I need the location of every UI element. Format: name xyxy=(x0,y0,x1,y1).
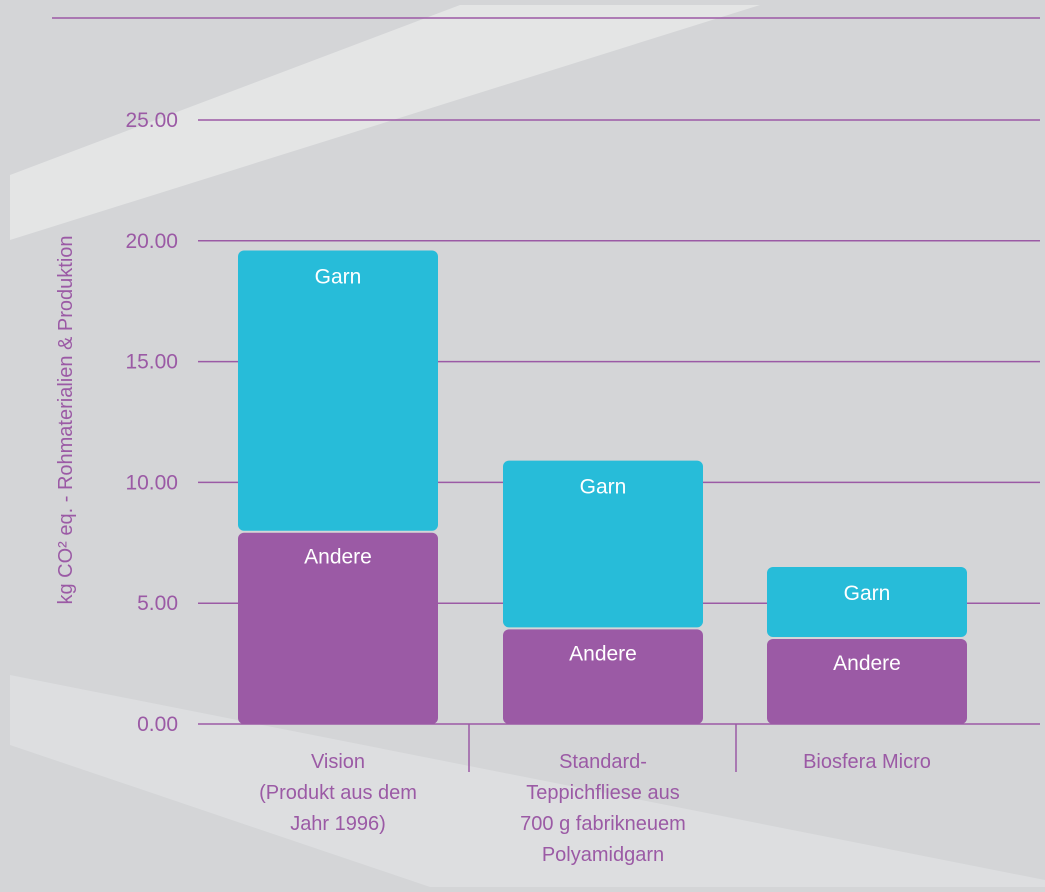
bar-garn xyxy=(238,250,438,531)
bar-andere xyxy=(767,639,967,724)
y-tick-label: 0.00 xyxy=(137,713,178,736)
y-tick-label: 5.00 xyxy=(137,592,178,615)
bar-garn xyxy=(767,566,967,638)
x-category-label: Standard- xyxy=(559,751,647,773)
bar-label-andere: Andere xyxy=(304,546,372,569)
bar-label-andere: Andere xyxy=(569,642,637,665)
x-category-label: 700 g fabrikneuem xyxy=(520,813,686,835)
x-category-labels: Vision (Produkt aus dem Jahr 1996) Standard… xyxy=(259,751,931,866)
bar-label-garn: Garn xyxy=(315,265,362,288)
background-decoration xyxy=(10,5,1045,887)
x-category-label: Teppichfliese aus xyxy=(526,782,679,804)
background-light-stripe-top xyxy=(10,5,760,240)
x-category-label: Jahr 1996) xyxy=(290,813,386,835)
x-category-label: Vision xyxy=(311,751,365,773)
y-axis-label: kg CO² eq. - Rohmaterialien & Produktion xyxy=(55,235,77,604)
bar-andere xyxy=(238,532,438,724)
bar-garn xyxy=(503,460,703,628)
bar-label-garn: Garn xyxy=(580,476,627,499)
bars: Garn Andere Garn Andere Garn Andere xyxy=(238,250,967,724)
y-tick-label: 25.00 xyxy=(125,109,178,132)
x-category-label: Biosfera Micro xyxy=(803,751,931,773)
x-category-label: Polyamidgarn xyxy=(542,844,664,866)
bar-andere xyxy=(503,629,703,724)
y-tick-labels: 0.00 5.00 10.00 15.00 20.00 25.00 xyxy=(125,109,178,736)
y-tick-label: 15.00 xyxy=(125,351,178,374)
bar-label-garn: Garn xyxy=(844,582,891,605)
y-tick-label: 20.00 xyxy=(125,230,178,253)
x-category-label: (Produkt aus dem xyxy=(259,782,417,804)
bar-label-andere: Andere xyxy=(833,652,901,675)
y-tick-label: 10.00 xyxy=(125,471,178,494)
background-light-stripe-bottom xyxy=(10,675,1045,887)
